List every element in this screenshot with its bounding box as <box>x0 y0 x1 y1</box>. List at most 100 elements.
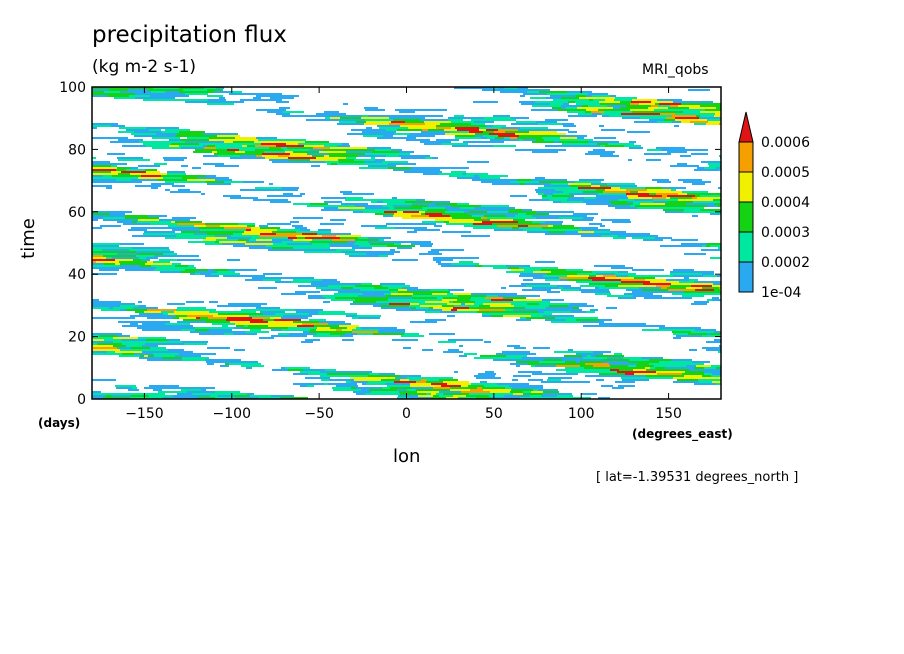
precip-cell <box>228 269 257 271</box>
precip-cell <box>528 217 536 219</box>
precip-cell <box>175 355 201 357</box>
precip-cell <box>686 365 696 367</box>
precip-cell <box>718 161 721 163</box>
precip-cell <box>382 161 408 163</box>
precip-cell <box>599 287 623 289</box>
precip-cell <box>523 179 531 181</box>
precip-cell <box>233 139 258 141</box>
precip-cell <box>329 375 342 377</box>
precip-cell <box>660 245 681 247</box>
precip-cell <box>340 117 361 119</box>
precip-cell <box>673 381 699 383</box>
precip-cell <box>233 245 243 247</box>
precip-cell <box>673 337 681 339</box>
precip-cell <box>671 291 684 293</box>
precip-cell <box>217 223 238 225</box>
precip-cell <box>312 333 317 335</box>
precip-cell <box>229 361 243 363</box>
precip-cell <box>591 185 600 187</box>
precip-cell <box>345 199 353 201</box>
precip-cell <box>377 137 397 139</box>
precip-cell <box>537 105 561 107</box>
precip-cell <box>670 297 692 299</box>
precip-cell <box>718 201 721 203</box>
precip-cell <box>601 113 621 115</box>
precip-cell <box>554 351 570 353</box>
precip-cell <box>454 305 479 307</box>
precip-cell <box>111 125 125 127</box>
precip-cell <box>568 131 577 133</box>
precip-cell <box>363 291 390 293</box>
precip-cell <box>405 309 419 311</box>
precip-cell <box>712 107 716 109</box>
precip-cell <box>431 383 447 385</box>
precip-cell <box>229 93 254 95</box>
precip-cell <box>92 163 98 165</box>
precip-cell <box>533 347 550 349</box>
precip-cell <box>403 117 425 119</box>
precip-cell <box>397 389 407 391</box>
precip-cell <box>594 265 601 267</box>
precip-cell <box>113 341 142 343</box>
precip-cell <box>561 107 566 109</box>
precip-cell <box>218 359 241 361</box>
precip-cell <box>373 305 380 307</box>
precip-cell <box>315 245 330 247</box>
precip-cell <box>517 385 543 387</box>
precip-cell <box>265 247 272 249</box>
precip-cell <box>506 215 515 217</box>
precip-cell <box>500 181 510 183</box>
precip-cell <box>358 243 370 245</box>
precip-cell <box>287 249 311 251</box>
precip-cell <box>493 359 515 361</box>
precip-cell <box>612 203 633 205</box>
precip-cell <box>176 315 187 317</box>
precip-cell <box>610 365 628 367</box>
precip-cell <box>92 253 117 255</box>
precip-cell <box>563 125 576 127</box>
precip-cell <box>470 389 483 391</box>
precip-cell <box>181 139 186 141</box>
precip-cell <box>637 207 658 209</box>
precip-cell <box>92 93 108 95</box>
precip-cell <box>657 121 672 123</box>
precip-cell <box>125 215 148 217</box>
precip-cell <box>441 385 461 387</box>
precip-cell <box>607 105 626 107</box>
precip-cell <box>92 259 115 261</box>
precip-cell <box>218 155 240 157</box>
precip-cell <box>607 375 616 377</box>
precip-cell <box>271 235 296 237</box>
precip-cell <box>554 221 563 223</box>
precip-cell <box>583 191 603 193</box>
precip-cell <box>121 339 146 341</box>
precip-cell <box>126 345 142 347</box>
precip-cell <box>386 155 391 157</box>
precip-cell <box>195 231 213 233</box>
precip-cell <box>545 319 561 321</box>
precip-cell <box>561 315 574 317</box>
precip-cell <box>533 271 551 273</box>
precip-cell <box>167 303 185 305</box>
precip-cell <box>268 249 275 251</box>
precip-cell <box>359 167 368 169</box>
precip-cell <box>634 121 657 123</box>
precip-cell <box>632 99 657 101</box>
precip-cell <box>670 211 683 213</box>
precip-cell <box>163 253 177 255</box>
precip-cell <box>280 139 306 141</box>
precip-cell <box>319 151 346 153</box>
precip-cell <box>512 387 518 389</box>
precip-cell <box>168 135 175 137</box>
precip-cell <box>270 145 276 147</box>
precip-cell <box>516 361 520 363</box>
precip-cell <box>640 117 644 119</box>
precip-cell <box>428 129 444 131</box>
precip-cell <box>131 395 149 397</box>
precip-cell <box>618 385 635 387</box>
precip-cell <box>256 109 267 111</box>
precip-cell <box>666 117 675 119</box>
precip-cell <box>690 293 710 295</box>
precip-cell <box>205 139 209 141</box>
precip-cell <box>552 229 560 231</box>
